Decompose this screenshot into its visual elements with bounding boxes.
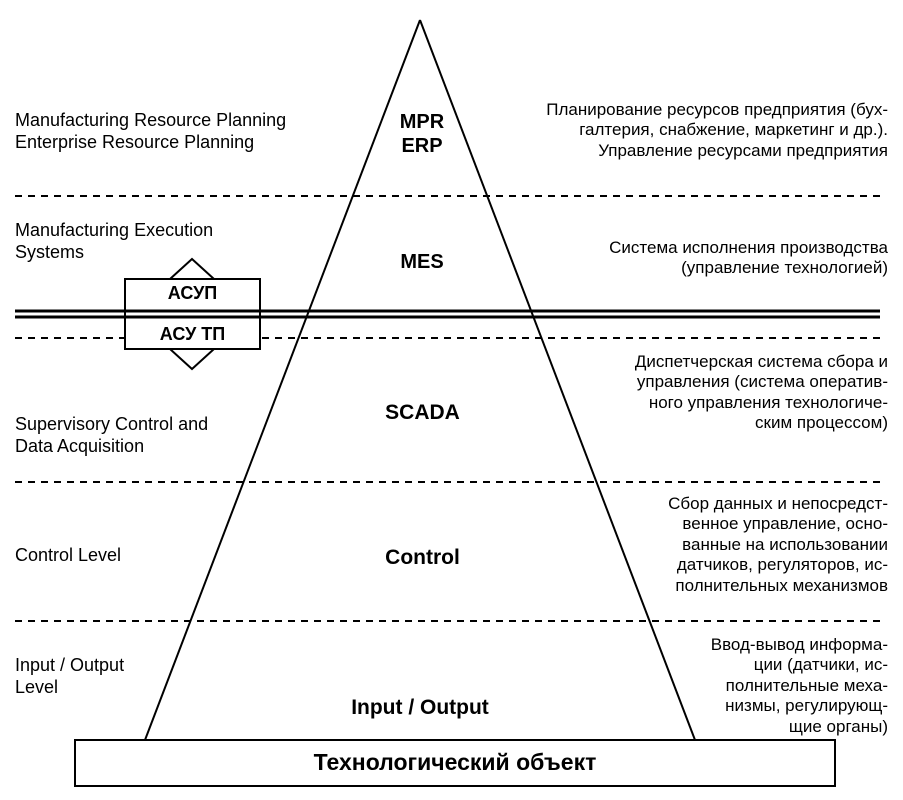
diagram-stage: Технологический объект АСУП АСУ ТП MPRERP Ma… <box>0 0 903 800</box>
level-2-right: Диспетчерская система сбора иуправления … <box>590 352 888 434</box>
asup-top-label: АСУП <box>125 283 260 305</box>
level-2-left: Supervisory Control andData Acquisition <box>15 414 265 457</box>
level-3-center: Control <box>375 545 470 570</box>
asup-bottom-label: АСУ ТП <box>125 324 260 346</box>
level-0-left: Manufacturing Resource PlanningEnterpris… <box>15 110 305 153</box>
level-4-center: Input / Output <box>325 695 515 720</box>
level-1-center: MES <box>392 250 452 274</box>
level-4-right: Ввод-вывод информа-ции (датчики, ис-полн… <box>680 635 888 737</box>
level-3-left: Control Level <box>15 545 215 567</box>
level-0-center: MPRERP <box>392 110 452 158</box>
level-1-right: Система исполнения производства(управлен… <box>540 238 888 279</box>
bottom-box-label: Технологический объект <box>75 749 835 777</box>
level-0-right: Планирование ресурсов предприятия (бух-г… <box>500 100 888 161</box>
level-4-left: Input / OutputLevel <box>15 655 215 698</box>
level-1-left: Manufacturing ExecutionSystems <box>15 220 275 263</box>
level-2-center: SCADA <box>375 400 470 425</box>
level-3-right: Сбор данных и непосредст-венное управлен… <box>630 494 888 596</box>
